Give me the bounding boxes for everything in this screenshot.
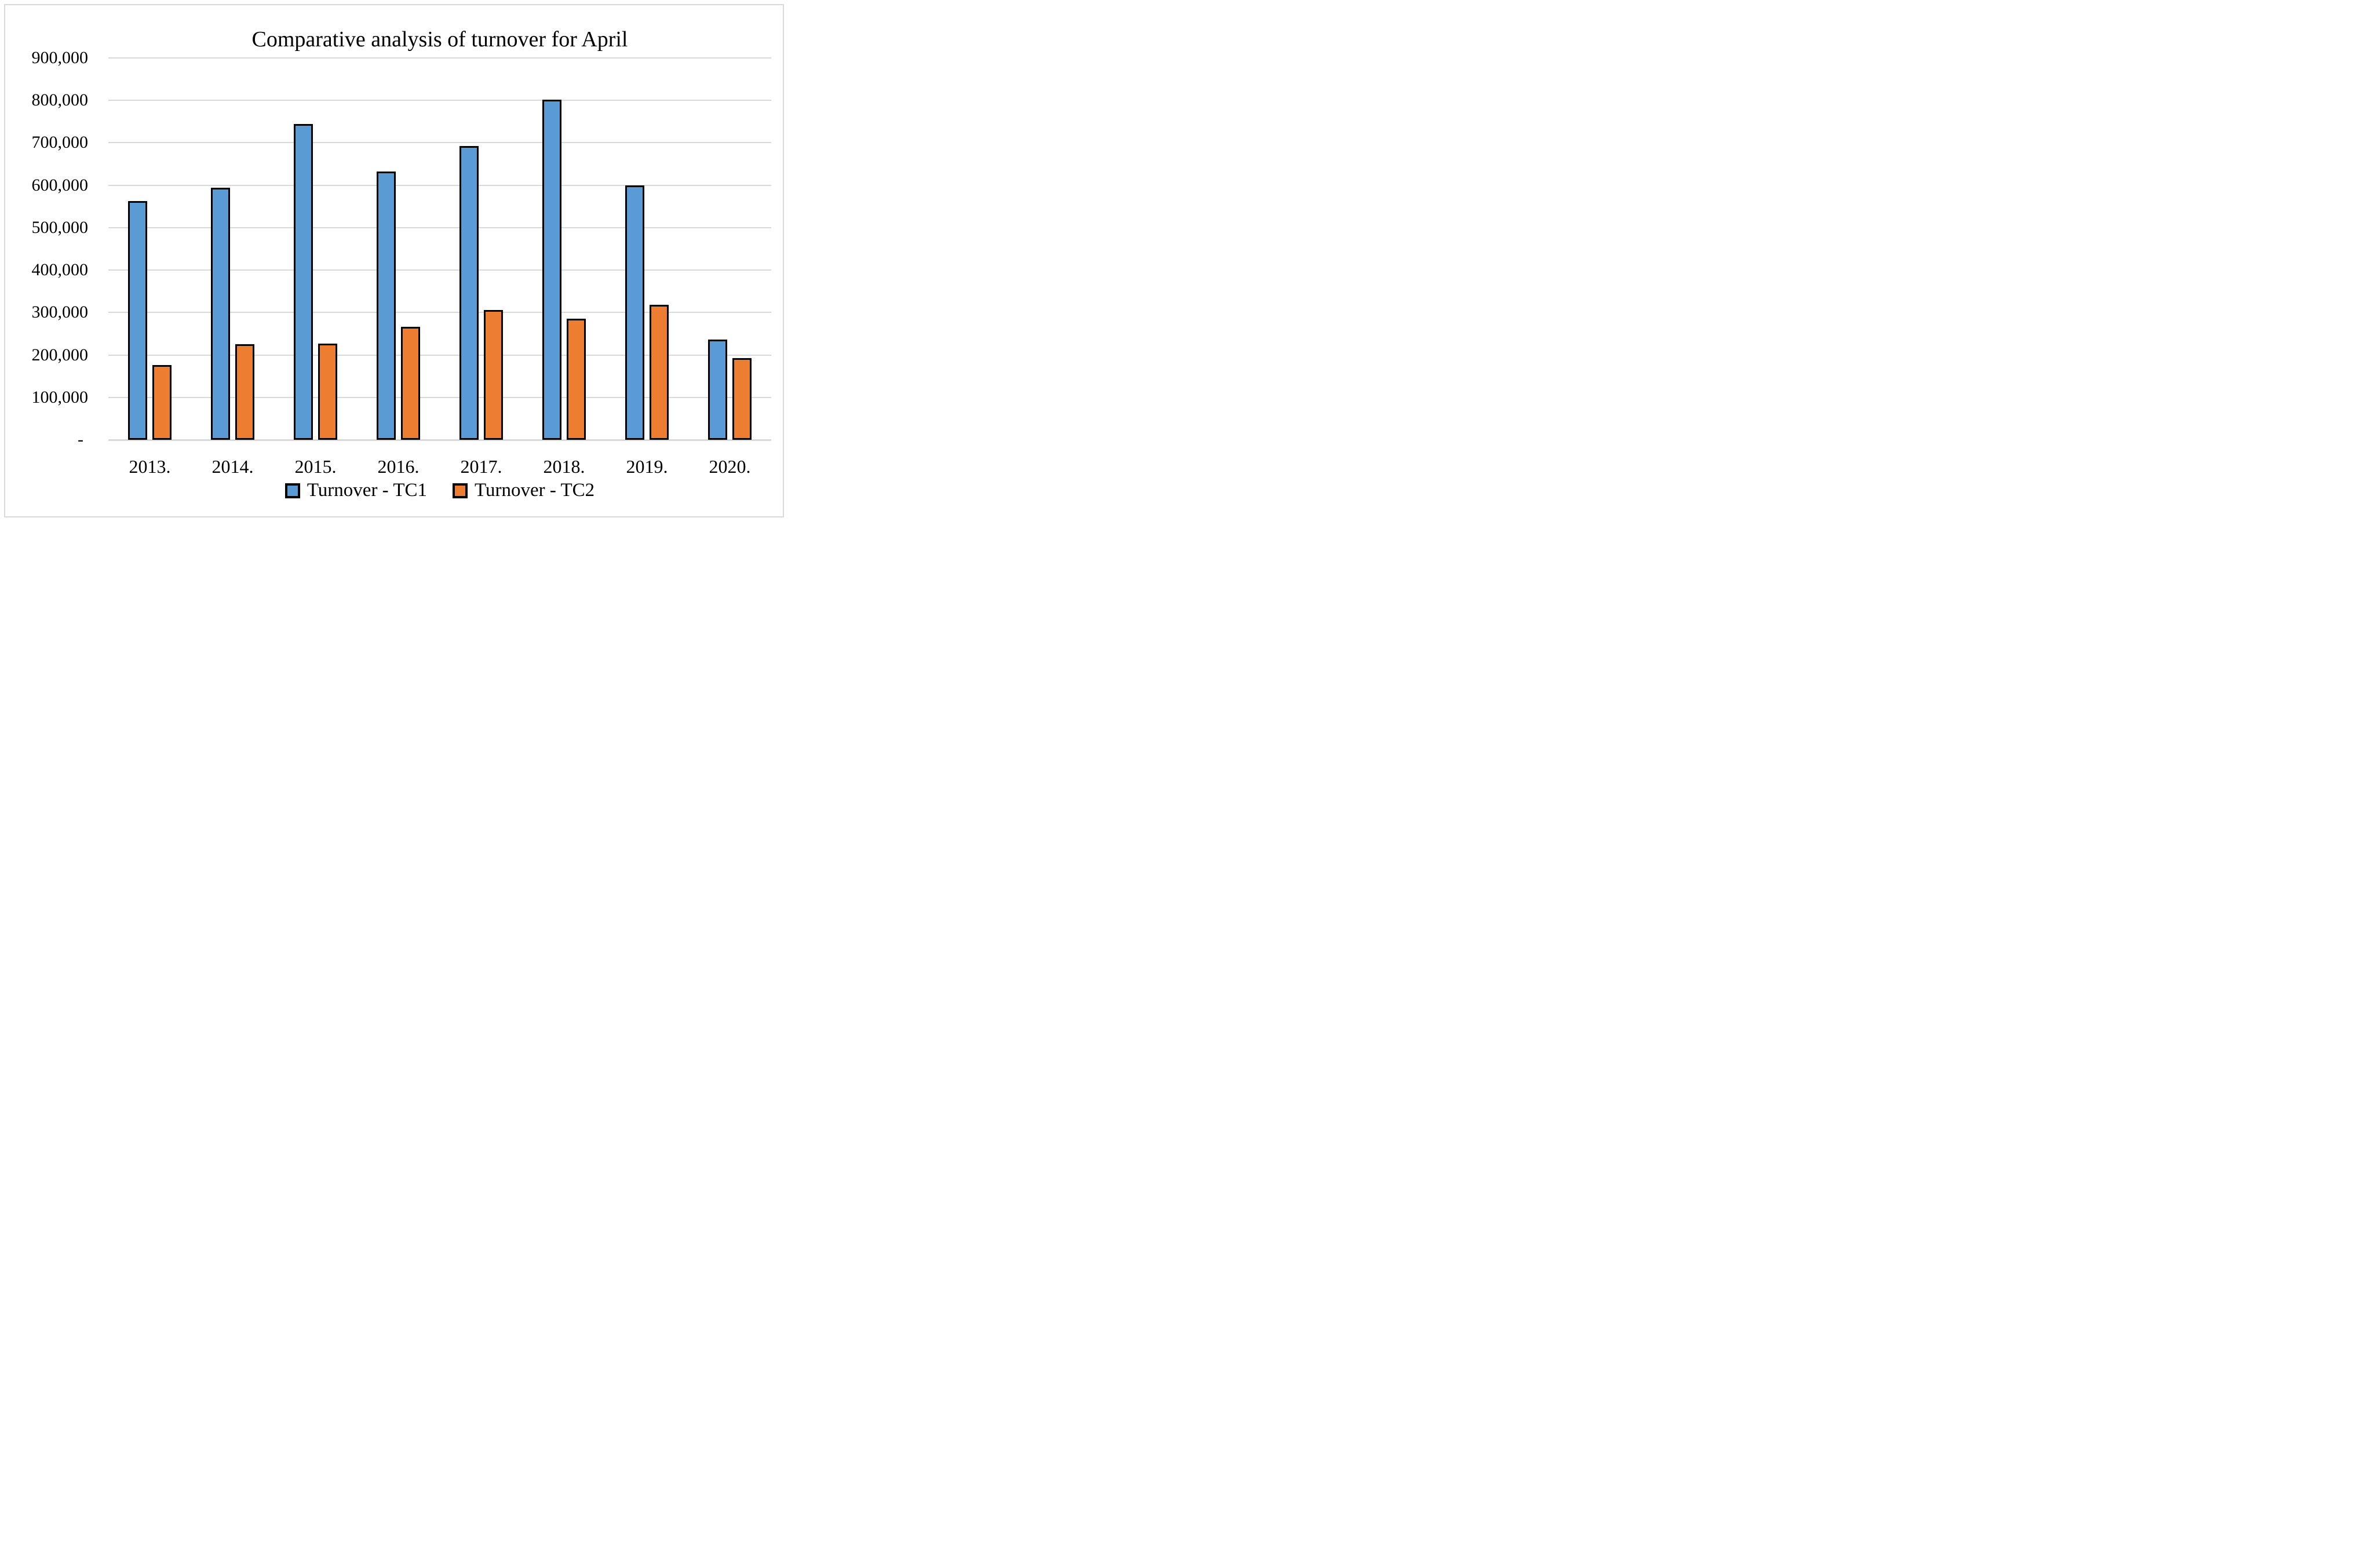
gridline <box>108 396 771 398</box>
y-tick-label: 800,000 <box>31 90 89 110</box>
y-tick-label: - <box>78 430 83 449</box>
legend-label: Turnover - TC2 <box>475 480 595 501</box>
gridline <box>108 142 771 144</box>
bar-turnover-tc2-2016 <box>401 327 420 440</box>
y-axis-labels: 900,000 800,000 700,000 600,000 500,000 400,0… <box>0 49 89 448</box>
y-tick-label: 900,000 <box>31 48 89 67</box>
plot-area <box>108 57 771 441</box>
legend-swatch-icon <box>285 483 300 498</box>
x-tick-label: 2014. <box>211 456 254 477</box>
bar-turnover-tc2-2013 <box>152 365 172 440</box>
x-tick-label: 2015. <box>294 456 337 477</box>
bar-group-2014 <box>191 58 274 440</box>
bar-groups-layer <box>108 58 771 440</box>
bar-group-2015 <box>274 58 357 440</box>
y-tick-label: 100,000 <box>31 387 89 407</box>
bar-turnover-tc1-2013 <box>128 200 147 440</box>
x-tick-label: 2018. <box>543 456 585 477</box>
gridline <box>108 354 771 356</box>
bar-turnover-tc1-2014 <box>211 188 230 440</box>
gridline <box>108 269 771 271</box>
bar-group-2013 <box>108 58 191 440</box>
y-tick-label: 400,000 <box>31 260 89 280</box>
chart-title: Comparative analysis of turnover for Apr… <box>251 27 628 52</box>
x-tick-label: 2016. <box>377 456 420 477</box>
bar-turnover-tc1-2018 <box>542 99 561 440</box>
x-tick-label: 2019. <box>626 456 668 477</box>
bar-turnover-tc2-2018 <box>567 319 586 440</box>
bar-turnover-tc1-2015 <box>294 123 313 440</box>
bar-turnover-tc2-2015 <box>318 343 337 440</box>
bar-turnover-tc2-2019 <box>650 305 669 440</box>
y-tick-label: 700,000 <box>31 133 89 152</box>
bar-turnover-tc2-2014 <box>235 344 254 440</box>
bar-turnover-tc2-2020 <box>732 358 752 440</box>
bar-turnover-tc1-2016 <box>377 171 396 440</box>
bar-group-2018 <box>523 58 606 440</box>
gridline <box>108 100 771 101</box>
bar-group-2020 <box>688 58 771 440</box>
bar-turnover-tc1-2017 <box>459 145 479 440</box>
y-tick-label: 200,000 <box>31 345 89 364</box>
bar-turnover-tc2-2017 <box>484 309 503 440</box>
gridline <box>108 227 771 228</box>
x-tick-label: 2013. <box>129 456 171 477</box>
x-tick-label: 2020. <box>709 456 751 477</box>
gridline <box>108 312 771 313</box>
gridline <box>108 57 771 59</box>
legend-label: Turnover - TC1 <box>307 480 427 501</box>
legend-item-turnover-tc1: Turnover - TC1 <box>285 481 427 500</box>
bar-turnover-tc1-2019 <box>625 185 644 440</box>
legend-item-turnover-tc2: Turnover - TC2 <box>453 481 595 500</box>
legend-swatch-icon <box>453 483 468 498</box>
y-tick-label: 500,000 <box>31 217 89 237</box>
legend: Turnover - TC1 Turnover - TC2 <box>108 481 771 500</box>
bar-turnover-tc1-2020 <box>708 340 727 440</box>
bar-group-2016 <box>357 58 440 440</box>
x-tick-label: 2017. <box>460 456 502 477</box>
bar-group-2019 <box>606 58 688 440</box>
y-tick-label: 300,000 <box>31 302 89 322</box>
x-axis-labels: 2013. 2014. 2015. 2016. 2017. 2018. 2019. 2020. <box>108 457 771 476</box>
gridline <box>108 184 771 186</box>
x-axis-line <box>108 439 771 441</box>
bar-group-2017 <box>440 58 523 440</box>
chart-screenshot: Comparative analysis of turnover for Apr… <box>0 0 789 523</box>
y-tick-label: 600,000 <box>31 175 89 195</box>
